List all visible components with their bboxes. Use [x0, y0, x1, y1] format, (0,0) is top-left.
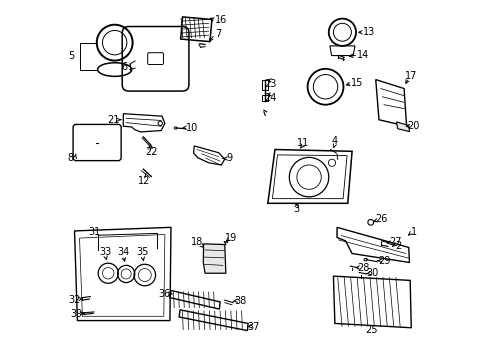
- Text: 38: 38: [234, 296, 246, 306]
- Text: 31: 31: [88, 227, 101, 237]
- Text: 17: 17: [404, 71, 416, 81]
- Text: 25: 25: [365, 325, 377, 335]
- Text: 33: 33: [99, 247, 111, 257]
- Text: 13: 13: [362, 27, 374, 37]
- Text: 2: 2: [395, 241, 401, 251]
- Text: 22: 22: [145, 147, 157, 157]
- Text: 10: 10: [185, 123, 198, 132]
- Text: 1: 1: [410, 227, 416, 237]
- Text: 16: 16: [215, 15, 227, 26]
- Text: 9: 9: [226, 153, 232, 163]
- Text: 6: 6: [122, 62, 127, 72]
- Polygon shape: [203, 244, 225, 273]
- Text: 11: 11: [296, 138, 308, 148]
- Text: 29: 29: [377, 256, 390, 266]
- Text: 39: 39: [70, 310, 82, 319]
- Text: 23: 23: [264, 79, 276, 89]
- Text: 4: 4: [331, 136, 337, 146]
- Text: 15: 15: [350, 78, 362, 88]
- Text: 18: 18: [191, 237, 203, 247]
- Text: 5: 5: [68, 51, 75, 61]
- Text: 28: 28: [357, 262, 369, 273]
- Text: 7: 7: [215, 30, 222, 39]
- Text: 36: 36: [159, 289, 171, 299]
- Text: 20: 20: [407, 121, 419, 131]
- Text: 14: 14: [356, 50, 368, 60]
- Text: 12: 12: [138, 176, 150, 186]
- Text: 30: 30: [366, 268, 378, 278]
- Bar: [262, 95, 267, 101]
- Text: 26: 26: [374, 214, 387, 224]
- Text: 19: 19: [224, 233, 237, 243]
- Bar: [262, 80, 267, 90]
- Text: 8: 8: [68, 153, 74, 163]
- Text: 24: 24: [264, 93, 276, 103]
- Text: 37: 37: [247, 322, 260, 332]
- Text: 3: 3: [293, 204, 299, 215]
- Bar: [180, 17, 211, 42]
- Polygon shape: [396, 122, 408, 132]
- Text: 35: 35: [136, 247, 148, 257]
- Text: 21: 21: [107, 115, 120, 125]
- Text: 27: 27: [389, 237, 401, 247]
- Text: 32: 32: [68, 295, 81, 305]
- Text: 34: 34: [117, 247, 129, 257]
